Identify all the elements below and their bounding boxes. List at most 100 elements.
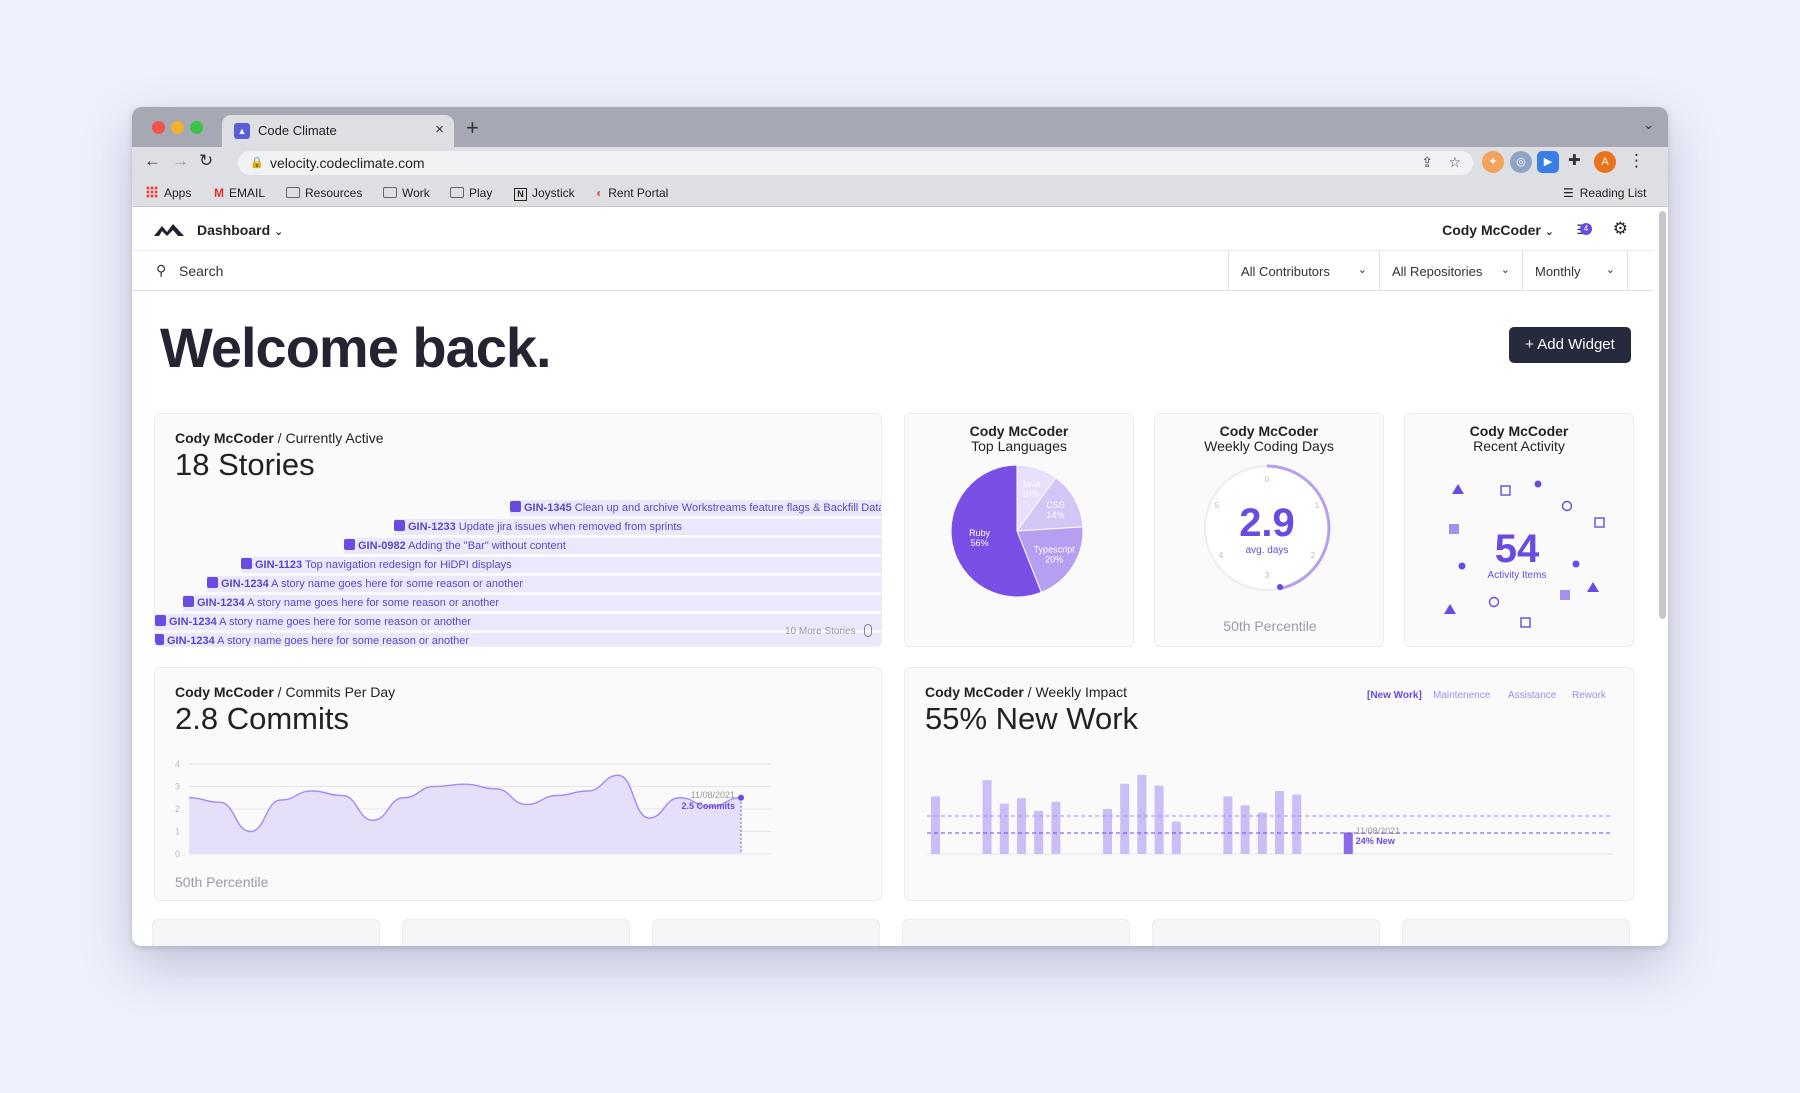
bookmark-work[interactable]: Work [383, 186, 430, 200]
impact-bar[interactable] [1120, 783, 1130, 854]
card-subtitle: Cody McCoder / Commits Per Day [175, 684, 396, 700]
legend-assistance[interactable]: Assistance [1508, 690, 1557, 701]
story-item[interactable]: GIN-1234 A story name goes here for some… [183, 596, 499, 609]
activity-card[interactable]: Cody McCoder Recent Activity 54 Activity… [1404, 413, 1634, 647]
bookmark-apps[interactable]: Apps [146, 186, 191, 200]
pie-slice-ruby[interactable] [950, 464, 1042, 598]
more-stories-link[interactable]: 10 More Stories [785, 624, 873, 637]
impact-bar[interactable] [1257, 812, 1267, 854]
search-input[interactable]: Search [179, 263, 224, 279]
bookmark-joystick[interactable]: N Joystick [514, 186, 575, 201]
languages-card[interactable]: Cody McCoder Top Languages Java 10% CSS 14%… [904, 413, 1134, 647]
legend-maintenance[interactable]: Maintenence [1433, 690, 1491, 701]
close-window-button[interactable] [152, 121, 165, 134]
story-item[interactable]: GIN-1234 A story name goes here for some… [207, 577, 523, 590]
browser-tab[interactable]: ▲ Code Climate × [222, 115, 454, 147]
search-icon: ⚲ [156, 262, 167, 278]
commits-card[interactable]: Cody McCoder / Commits Per Day 2.8 Commi… [154, 667, 882, 901]
address-bar[interactable]: 🔒 velocity.codeclimate.com ⇪ ☆ [238, 151, 1473, 175]
percentile-label: 50th Percentile [175, 874, 269, 890]
extension-icon[interactable]: ◎ [1510, 151, 1532, 173]
tab-title: Code Climate [258, 123, 337, 138]
pie-label: 20% [1045, 555, 1063, 565]
forward-arrow-icon[interactable]: → [172, 151, 189, 170]
share-icon[interactable]: ⇪ [1421, 154, 1433, 170]
impact-bar[interactable] [999, 803, 1009, 854]
story-item[interactable]: GIN-0982 Adding the "Bar" without conten… [344, 539, 566, 552]
tab-search-chevron-icon[interactable]: ⌄ [1643, 117, 1654, 132]
impact-bar[interactable] [1103, 809, 1112, 854]
repositories-select[interactable]: All Repositories ⌄ [1379, 251, 1522, 291]
dashboard-menu[interactable]: Dashboard ⌄ [197, 222, 284, 238]
impact-bar[interactable] [1240, 805, 1250, 854]
app-header: Dashboard ⌄ Cody McCoder ⌄ ☰ 4 ⚙ [132, 207, 1654, 251]
reading-list-icon: ☰ [1563, 186, 1574, 200]
zoom-extension-icon[interactable]: ▶ [1537, 151, 1559, 173]
metamask-extension-icon[interactable]: ✦ [1482, 151, 1504, 173]
impact-bar[interactable] [1171, 821, 1181, 854]
bookmark-rent-portal[interactable]: ◐ Rent Portal [596, 186, 669, 200]
browser-menu-icon[interactable]: ⋮ [1628, 151, 1645, 170]
tab-close-button[interactable]: × [435, 121, 444, 138]
impact-bar[interactable] [1137, 774, 1147, 854]
annotation-point[interactable] [738, 794, 744, 801]
codeclimate-logo-icon[interactable] [154, 221, 184, 237]
story-title: Update jira issues when removed from spr… [455, 521, 682, 533]
reload-icon[interactable]: ↻ [199, 151, 214, 170]
impact-bar[interactable] [1154, 785, 1164, 854]
add-widget-button[interactable]: + Add Widget [1509, 327, 1631, 363]
placeholder-card [402, 919, 630, 946]
pie-slice-typescript[interactable] [1016, 526, 1084, 594]
bookmark-resources[interactable]: Resources [286, 186, 362, 200]
story-item[interactable]: GIN-1234 A story name goes here for some… [155, 634, 469, 646]
story-icon [344, 539, 355, 550]
new-tab-button[interactable]: + [466, 115, 479, 140]
commits-line [188, 774, 742, 833]
pie-label: Ruby [969, 528, 991, 538]
coding-days-unit: avg. days [1246, 545, 1289, 556]
pie-label: Typescript [1034, 545, 1076, 555]
bookmark-star-icon[interactable]: ☆ [1448, 154, 1461, 170]
chevron-down-icon: ⌄ [274, 226, 284, 238]
contributors-select[interactable]: All Contributors ⌄ [1228, 251, 1379, 291]
minimize-window-button[interactable] [171, 121, 184, 134]
impact-bar[interactable] [982, 780, 992, 854]
impact-bar[interactable] [931, 796, 940, 854]
impact-bar[interactable] [1034, 810, 1044, 854]
reading-list[interactable]: ☰ Reading List [1563, 186, 1647, 200]
back-arrow-icon[interactable]: ← [144, 151, 161, 170]
story-item[interactable]: GIN-1123 Top navigation redesign for HiD… [241, 558, 512, 571]
impact-bar[interactable] [1223, 796, 1233, 854]
coding-days-card[interactable]: Cody McCoder Weekly Coding Days 0 1 2 3 … [1154, 413, 1384, 647]
gauge-label: 4 [1219, 551, 1224, 560]
chevron-down-icon: ⌄ [1500, 264, 1510, 276]
stories-card[interactable]: Cody McCoder / Currently Active 18 Stori… [154, 413, 882, 647]
pie-slice-css[interactable] [1015, 476, 1084, 532]
square-mark [1500, 485, 1511, 496]
impact-bar[interactable] [1051, 801, 1061, 854]
url-text[interactable]: velocity.codeclimate.com [270, 155, 425, 171]
legend-rework[interactable]: Rework [1572, 690, 1606, 701]
story-id: GIN-1234 [169, 616, 217, 628]
bookmark-play[interactable]: Play [450, 186, 492, 200]
impact-bar[interactable] [1275, 791, 1284, 854]
story-item[interactable]: GIN-1234 A story name goes here for some… [155, 615, 471, 628]
period-select[interactable]: Monthly ⌄ [1522, 251, 1628, 291]
card-headline: 2.8 Commits [175, 701, 349, 736]
story-bar: GIN-1234 A story name goes here for some… [155, 633, 881, 646]
gear-icon[interactable]: ⚙ [1612, 219, 1628, 238]
story-item[interactable]: GIN-1345 Clean up and archive Workstream… [510, 501, 881, 514]
story-item[interactable]: GIN-1233 Update jira issues when removed… [394, 520, 682, 533]
page-scrollbar[interactable] [1659, 211, 1666, 619]
impact-bar[interactable] [1292, 794, 1302, 854]
legend-new-work[interactable]: [New Work] [1367, 690, 1422, 701]
user-menu[interactable]: Cody McCoder ⌄ [1442, 222, 1554, 238]
maximize-window-button[interactable] [190, 121, 203, 134]
bookmark-email[interactable]: M EMAIL [214, 186, 266, 200]
impact-bar[interactable] [1343, 832, 1353, 854]
impact-bar[interactable] [1017, 798, 1026, 854]
impact-card[interactable]: Cody McCoder / Weekly Impact 55% New Wor… [904, 667, 1634, 901]
extensions-puzzle-icon[interactable]: ✚ [1568, 152, 1581, 169]
story-title: A story name goes here for some reason o… [216, 616, 472, 628]
profile-avatar[interactable]: A [1594, 151, 1616, 173]
